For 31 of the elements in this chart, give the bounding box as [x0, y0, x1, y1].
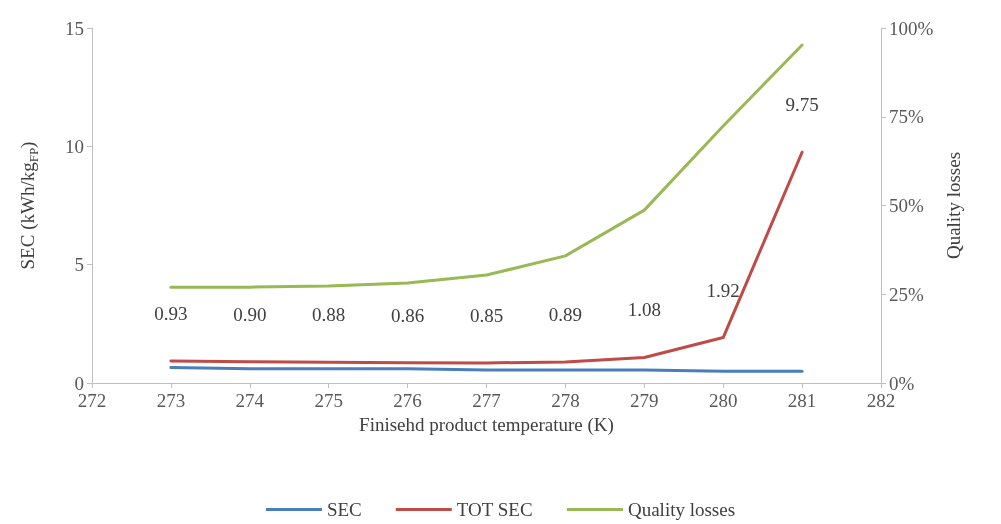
y-axis-title: SEC (kWh/kgFP) — [16, 141, 41, 270]
data-label: 0.86 — [390, 304, 425, 326]
x-tick-label: 276 — [393, 390, 422, 411]
legend-label: SEC — [326, 499, 362, 520]
x-tick-label: 280 — [708, 390, 738, 411]
data-label: 1.08 — [627, 299, 661, 321]
y2-tick-label: 50% — [889, 195, 924, 216]
data-label: 0.89 — [548, 303, 583, 325]
data-label: 0.90 — [233, 303, 267, 325]
data-label: 0.88 — [312, 304, 346, 326]
y2-axis-title: Quality losses — [943, 151, 965, 260]
data-label: 0.93 — [154, 302, 188, 324]
x-tick-label: 281 — [787, 390, 817, 411]
data-label: 0.85 — [469, 304, 504, 326]
y-tick-label: 10 — [65, 135, 84, 157]
legend-label: Quality losses — [627, 499, 736, 520]
data-label: 9.75 — [785, 94, 819, 116]
y2-tick-label: 75% — [889, 106, 924, 128]
y2-tick-label: 100% — [889, 17, 934, 39]
legend-label: TOT SEC — [456, 499, 533, 520]
x-tick-label: 275 — [314, 390, 343, 411]
x-tick-label: 274 — [235, 390, 265, 411]
x-tick-label: 278 — [551, 390, 580, 411]
x-tick-label: 277 — [472, 390, 501, 411]
y-tick-label: 5 — [74, 254, 84, 276]
x-axis-title: Finisehd product temperature (K) — [359, 413, 614, 436]
x-tick-label: 273 — [156, 390, 186, 411]
y-tick-label: 15 — [65, 17, 84, 39]
x-tick-label: 279 — [630, 390, 659, 411]
data-label: 1.92 — [706, 279, 740, 301]
y2-tick-label: 25% — [889, 283, 924, 305]
